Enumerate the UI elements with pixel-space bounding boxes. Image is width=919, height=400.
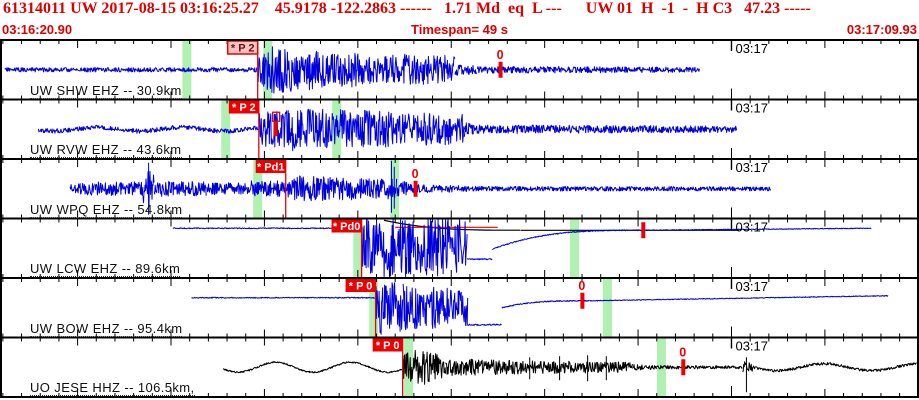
pick-flag[interactable]	[255, 160, 286, 173]
green-highlight-bar	[369, 279, 379, 337]
event-summary-line: 61314011 UW 2017-08-15 03:16:25.27 45.91…	[3, 0, 811, 17]
station-label-uo-jese-hhz: UO JESE HHZ -- 106.5km,	[30, 380, 195, 396]
waveform-trace	[4, 46, 700, 94]
zero-marker[interactable]	[580, 292, 585, 309]
station-label-uw-rvw-ehz: UW RVW EHZ -- 43.6km	[30, 142, 182, 158]
time-window-row: 03:16:20.90 Timespan= 49 s 03:17:09.93	[0, 22, 919, 39]
pick-flag-label: * P 0	[349, 281, 373, 293]
waveform-trace	[172, 219, 872, 278]
pick-flag[interactable]	[228, 100, 259, 114]
minute-label: 03:17	[735, 220, 768, 235]
pick-flag[interactable]	[372, 338, 403, 352]
green-highlight-bar	[570, 219, 580, 277]
green-highlight-bar	[602, 279, 612, 337]
station-label-uw-bow-ehz: UW BOW EHZ -- 95.4km	[30, 320, 183, 337]
station-label-uw-lcw-ehz: UW LCW EHZ -- 89.6km	[30, 261, 181, 277]
timespan-label: Timespan= 49 s	[411, 22, 508, 37]
zero-marker[interactable]	[681, 359, 686, 376]
minute-label: 03:17	[735, 279, 768, 294]
zero-marker-label: 0	[679, 345, 686, 359]
trace-panel-uo-jese-hhz[interactable]	[1, 337, 917, 398]
pick-flag-label: * P 2	[231, 43, 255, 55]
minute-label: 03:17	[735, 339, 768, 354]
waveform-plot[interactable]: 03:17 * P 2 0 03:17 * P 2 03:17 * Pd1 0 03:17 * P…	[0, 39, 919, 400]
station-label-uw-wpq-ehz: UW WPQ EHZ -- 54.8km	[30, 201, 183, 218]
zero-marker[interactable]	[413, 180, 418, 197]
waveform-trace	[222, 349, 917, 385]
green-highlight-bar	[353, 219, 363, 277]
window-start-time: 03:16:20.90	[2, 22, 73, 37]
waveform-trace	[37, 108, 738, 152]
minute-label: 03:17	[735, 160, 768, 175]
minute-label: 03:17	[735, 41, 768, 56]
pick-flag-label: * Pd1	[257, 162, 285, 174]
amplitude-marker-bar[interactable]	[273, 121, 278, 137]
pick-flag[interactable]	[345, 279, 376, 292]
pick-flag-label: * P 0	[376, 340, 400, 352]
minute-label: 03:17	[735, 101, 768, 116]
zero-marker-label: 0	[497, 48, 504, 62]
zero-marker[interactable]	[498, 61, 503, 78]
pick-flag[interactable]	[331, 219, 362, 233]
window-end-time: 03:17:09.93	[846, 22, 917, 37]
pick-flag-label: * P 2	[232, 102, 256, 114]
zero-marker-label: 0	[578, 279, 585, 293]
waveform-trace	[191, 282, 889, 335]
pick-flag-label: * Pd0	[333, 221, 361, 233]
station-label-uw-shw-ehz: UW SHW EHZ -- 30.9km	[30, 82, 182, 99]
waveform-canvas[interactable]: 03:17 * P 2 0 03:17 * P 2 03:17 * Pd1 0 03:17 * P…	[0, 39, 919, 400]
zero-marker-label: 0	[412, 167, 419, 181]
zero-marker[interactable]	[641, 222, 646, 239]
